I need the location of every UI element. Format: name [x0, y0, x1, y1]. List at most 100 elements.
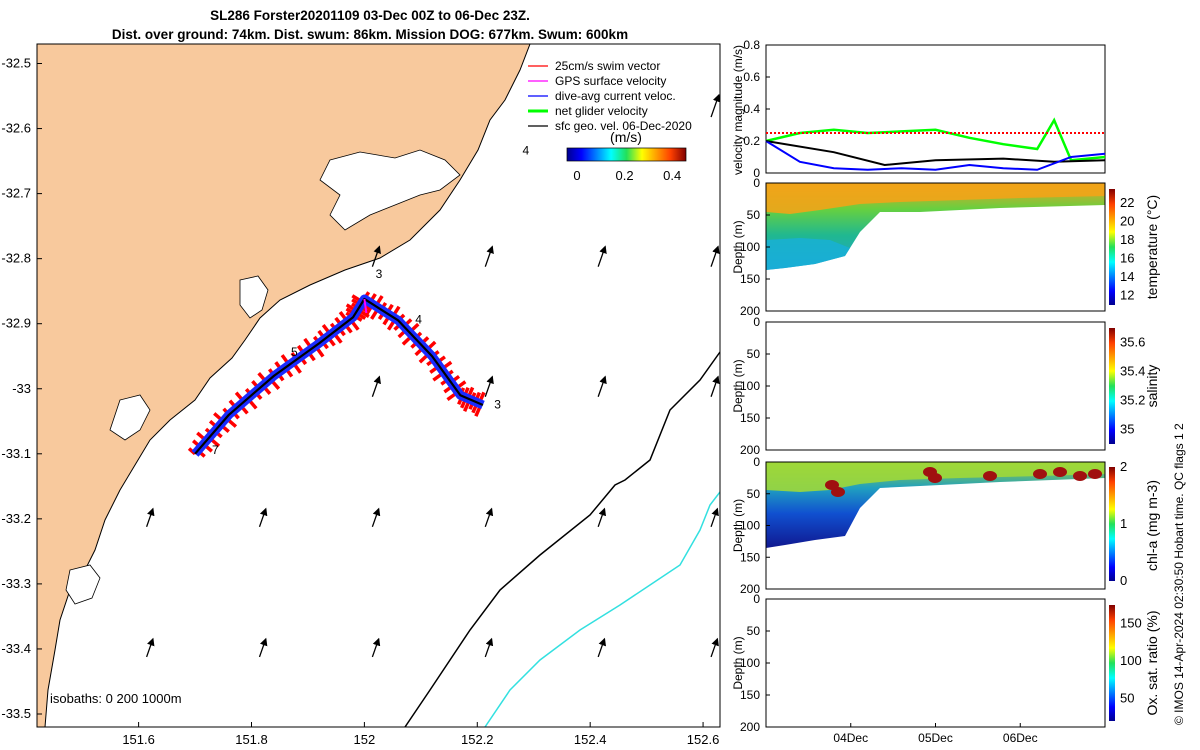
day-label: 3 [494, 397, 501, 411]
map-frame [36, 43, 721, 728]
map-y-tick-label: -33.2 [1, 511, 31, 526]
isobaths-label: isobaths: 0 200 1000m [50, 691, 182, 706]
geo-velocity-arrow [597, 637, 607, 658]
depth-ylabel: Depth (m) [731, 359, 745, 412]
map-y-tick-label: -33.1 [1, 446, 31, 461]
colorbar-tick-label: 2 [1120, 459, 1127, 474]
chla-max-patch [983, 471, 997, 481]
velocity-y-tick-label: 0.8 [743, 38, 760, 52]
chla-max-patch [1073, 471, 1087, 481]
colorbar-tick-label: 35.4 [1120, 364, 1145, 379]
depth-y-tick-label: 200 [740, 582, 760, 596]
chla-max-patch [928, 473, 942, 483]
velocity-ylabel: velocity magnitude (m/s) [731, 45, 745, 175]
chla-max-patch [1088, 469, 1102, 479]
depth-y-tick-label: 100 [740, 656, 760, 670]
legend-label: dive-avg current veloc. [555, 89, 676, 103]
velocity-y-tick-label: 0.4 [743, 102, 760, 116]
geo-velocity-arrow [710, 507, 719, 528]
time-x-tick-label: 04Dec [833, 731, 868, 745]
colorbar-tick-label: 22 [1120, 195, 1134, 210]
depth-y-tick-label: 150 [740, 688, 760, 702]
map-y-ticks: -32.5 -32.6 -32.7 -32.8 -32.9 -33 -33.1 -33.2 -3… [1, 56, 42, 721]
map-lake [319, 149, 461, 231]
colorbar-tick-label: 12 [1120, 288, 1134, 303]
day-labels: 4 3 5 4 3 7 [212, 144, 529, 457]
day-label: 4 [522, 144, 529, 158]
geo-velocity-arrow [371, 637, 381, 658]
map-lake [65, 564, 101, 605]
geo-velocity-arrow [597, 507, 607, 528]
depth-y-tick-label: 0 [753, 592, 760, 606]
map-colorbar-label: (m/s) [610, 129, 642, 145]
title-line-2: Dist. over ground: 74km. Dist. swum: 86k… [111, 27, 629, 42]
velocity-y-tick-label: 0.2 [743, 134, 760, 148]
map-y-tick-label: -32.9 [1, 316, 31, 331]
colorbar-label: salinity [1144, 365, 1160, 408]
salinity-colorbar [1109, 328, 1115, 444]
geo-velocity-arrow [484, 637, 494, 658]
geo-velocity-arrow [710, 375, 720, 397]
temperature-warm-layer [766, 183, 1105, 214]
chla-max-patch [1033, 469, 1047, 479]
map-lake [239, 275, 269, 319]
geo-velocity-arrow [371, 245, 381, 267]
velocity-series-line [765, 117, 1106, 162]
day-label: 4 [415, 313, 422, 327]
geo-velocity-arrow [484, 375, 494, 397]
depth-y-tick-label: 50 [747, 208, 761, 222]
swim-vector [187, 447, 197, 456]
depth-y-tick-label: 150 [740, 411, 760, 425]
colorbar-label: temperature (°C) [1144, 195, 1160, 299]
geo-velocity-arrow [145, 507, 155, 528]
map-x-ticks: 151.6 151.8 152 152.2 152.4 152.6 [122, 722, 719, 747]
colorbar-tick-label: 18 [1120, 232, 1134, 247]
geo-velocity-arrow [258, 507, 268, 528]
geo-velocity-arrow [145, 637, 155, 658]
oxygen-colorbar [1109, 605, 1115, 721]
chla-max-patch [1053, 467, 1067, 477]
map-y-tick-label: -33.3 [1, 576, 31, 591]
oxygen-panel: 0 50 100 150 200 Depth (m) 04Dec 05Dec 06Dec 50… [731, 592, 1160, 745]
geo-velocity-arrow [710, 637, 719, 658]
geo-velocity-arrow [710, 245, 720, 267]
colorbar-tick-label: 0 [573, 168, 580, 183]
velocity-y-tick-label: 0.6 [743, 70, 760, 84]
colorbar-tick-label: 150 [1120, 616, 1142, 631]
day-label: 5 [291, 345, 298, 359]
credit-text: © IMOS 14-Apr-2024 02:30:50 Hobart time.… [1172, 423, 1186, 725]
geo-velocity-arrow [710, 93, 721, 118]
map-x-tick-label: 152.4 [574, 732, 607, 747]
map-x-tick-label: 152.6 [687, 732, 720, 747]
map-x-tick-label: 152.2 [461, 732, 494, 747]
depth-y-tick-label: 150 [740, 550, 760, 564]
isobath-200m [404, 351, 720, 727]
geo-velocity-arrow [597, 245, 607, 267]
depth-y-tick-label: 50 [747, 347, 761, 361]
map-x-tick-label: 151.8 [235, 732, 268, 747]
depth-y-tick-label: 200 [740, 443, 760, 457]
geo-velocity-arrow [484, 507, 494, 528]
depth-y-tick-label: 200 [740, 720, 760, 734]
title-line-1: SL286 Forster20201109 03-Dec 00Z to 06-D… [210, 8, 530, 23]
colorbar-tick-label: 16 [1120, 251, 1134, 266]
depth-y-tick-label: 150 [740, 272, 760, 286]
depth-y-tick-label: 50 [747, 487, 761, 501]
depth-y-tick-label: 100 [740, 519, 760, 533]
geo-velocity-arrow [597, 375, 607, 397]
map-y-tick-label: -33 [12, 381, 31, 396]
legend-label: GPS surface velocity [555, 74, 666, 88]
chla-panel: 0 50 100 150 200 Depth (m) 0 1 2 chl-a (mg m-3) [731, 455, 1160, 596]
depth-y-tick-label: 50 [747, 624, 761, 638]
colorbar-tick-label: 100 [1120, 653, 1142, 668]
depth-y-tick-label: 0 [753, 315, 760, 329]
glider-track [194, 297, 484, 455]
map-x-tick-label: 152 [354, 732, 376, 747]
geo-velocity-arrow [371, 507, 381, 528]
chla-colorbar [1109, 467, 1115, 581]
colorbar-tick-label: 35.2 [1120, 393, 1145, 408]
depth-y-tick-label: 100 [740, 379, 760, 393]
legend-label: 25cm/s swim vector [555, 59, 660, 73]
map-y-tick-label: -33.5 [1, 706, 31, 721]
map-y-tick-label: -33.4 [1, 641, 31, 656]
